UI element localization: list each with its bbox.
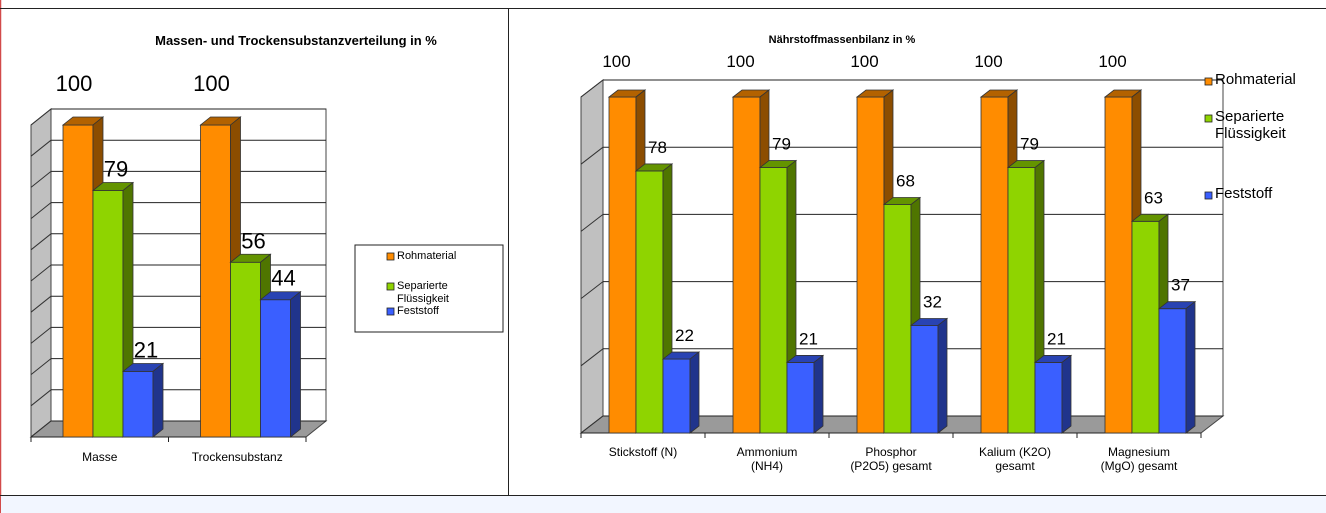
legend-swatch <box>386 282 395 291</box>
gridline-side <box>30 264 52 282</box>
legend-swatch <box>1204 77 1213 86</box>
gridline-side <box>30 358 52 375</box>
bar <box>1034 362 1063 434</box>
category-label: (NH4) <box>751 459 783 473</box>
gridline-side <box>30 420 52 438</box>
category-label: Magnesium <box>1108 445 1170 459</box>
bar <box>1104 96 1133 434</box>
bar-side <box>937 317 948 434</box>
bar <box>662 358 691 434</box>
gridline-side <box>30 295 52 313</box>
bar <box>883 204 912 434</box>
legend-label: Separierte <box>1215 108 1284 125</box>
gridline-side <box>580 281 604 299</box>
data-label: 44 <box>271 266 295 291</box>
data-label: 22 <box>675 326 694 345</box>
chart-title: Massen- und Trockensubstanzverteilung in… <box>155 33 437 48</box>
category-label: (P2O5) gesamt <box>850 459 932 473</box>
bar <box>230 261 261 438</box>
data-label: 100 <box>193 71 230 96</box>
bar <box>92 190 124 438</box>
data-label: 100 <box>974 52 1002 71</box>
bar-side <box>689 351 700 434</box>
gridline-side <box>30 108 52 126</box>
data-label: 100 <box>56 71 93 96</box>
bar-side <box>152 362 164 438</box>
legend-label: Separierte <box>397 280 448 292</box>
data-label: 100 <box>1098 52 1126 71</box>
data-label: 32 <box>923 292 942 311</box>
bar <box>1131 220 1160 434</box>
bar <box>1158 308 1187 434</box>
gridline-side <box>30 233 52 251</box>
data-label: 100 <box>726 52 754 71</box>
data-label: 79 <box>772 135 791 154</box>
bar <box>1007 167 1036 434</box>
legend-label: Rohmaterial <box>397 250 456 262</box>
bar <box>786 362 815 434</box>
gridline-side <box>30 389 52 407</box>
data-label: 78 <box>648 138 667 157</box>
bar <box>910 325 939 434</box>
data-label: 21 <box>799 329 818 348</box>
gridline-side <box>30 171 52 188</box>
category-label: Trockensubstanz <box>192 450 283 464</box>
category-label: Phosphor <box>865 445 916 459</box>
data-label: 79 <box>1020 135 1039 154</box>
gridline-side <box>580 214 604 232</box>
category-label: Kalium (K2O) <box>979 445 1051 459</box>
bar <box>759 167 788 434</box>
data-label: 21 <box>134 337 158 362</box>
bar-side <box>1061 354 1072 434</box>
data-label: 100 <box>850 52 878 71</box>
legend-label: Flüssigkeit <box>397 293 449 305</box>
category-label: gesamt <box>995 459 1035 473</box>
bar <box>200 124 231 438</box>
data-label: 100 <box>602 52 630 71</box>
category-label: (MgO) gesamt <box>1101 459 1178 473</box>
data-label: 21 <box>1047 329 1066 348</box>
category-label: Ammonium <box>737 445 798 459</box>
legend-box <box>354 244 504 333</box>
data-label: 56 <box>241 228 265 253</box>
legend-label: Feststoff <box>397 305 440 317</box>
side-wall <box>580 78 604 435</box>
data-label: 37 <box>1171 276 1190 295</box>
data-label: 79 <box>104 157 128 182</box>
gridline-side <box>580 79 604 98</box>
bar <box>856 96 885 434</box>
data-label: 63 <box>1144 188 1163 207</box>
bar <box>980 96 1009 434</box>
category-label: Stickstoff (N) <box>609 445 677 459</box>
gridline-side <box>30 327 52 344</box>
legend-swatch <box>386 307 395 316</box>
legend-label: Flüssigkeit <box>1215 125 1287 142</box>
bar <box>608 96 637 434</box>
bar <box>732 96 761 434</box>
gridline-side <box>580 415 604 434</box>
chart-masse-trockensubstanz: Massen- und Trockensubstanzverteilung in… <box>29 33 504 464</box>
legend-swatch <box>1204 114 1213 123</box>
gridline-side <box>580 348 604 367</box>
legend-swatch <box>1204 191 1213 200</box>
gridline-side <box>30 139 52 157</box>
legend-label: Rohmaterial <box>1215 71 1296 88</box>
bar <box>260 299 291 438</box>
bar <box>122 371 154 438</box>
bar <box>635 170 664 434</box>
chart-naehrstoffmassenbilanz: Nährstoffmassenbilanz in % 100 78 22 Stickst… <box>579 34 1296 473</box>
bar-side <box>290 290 301 438</box>
chart-title: Nährstoffmassenbilanz in % <box>769 34 916 46</box>
gridline-side <box>580 146 604 165</box>
gridline-side <box>30 202 52 219</box>
bar-side <box>1185 300 1196 434</box>
category-label: Masse <box>82 450 118 464</box>
legend-swatch <box>386 252 395 261</box>
legend-label: Feststoff <box>1215 185 1273 202</box>
bar <box>62 124 94 438</box>
data-label: 68 <box>896 172 915 191</box>
bar-side <box>813 354 824 434</box>
